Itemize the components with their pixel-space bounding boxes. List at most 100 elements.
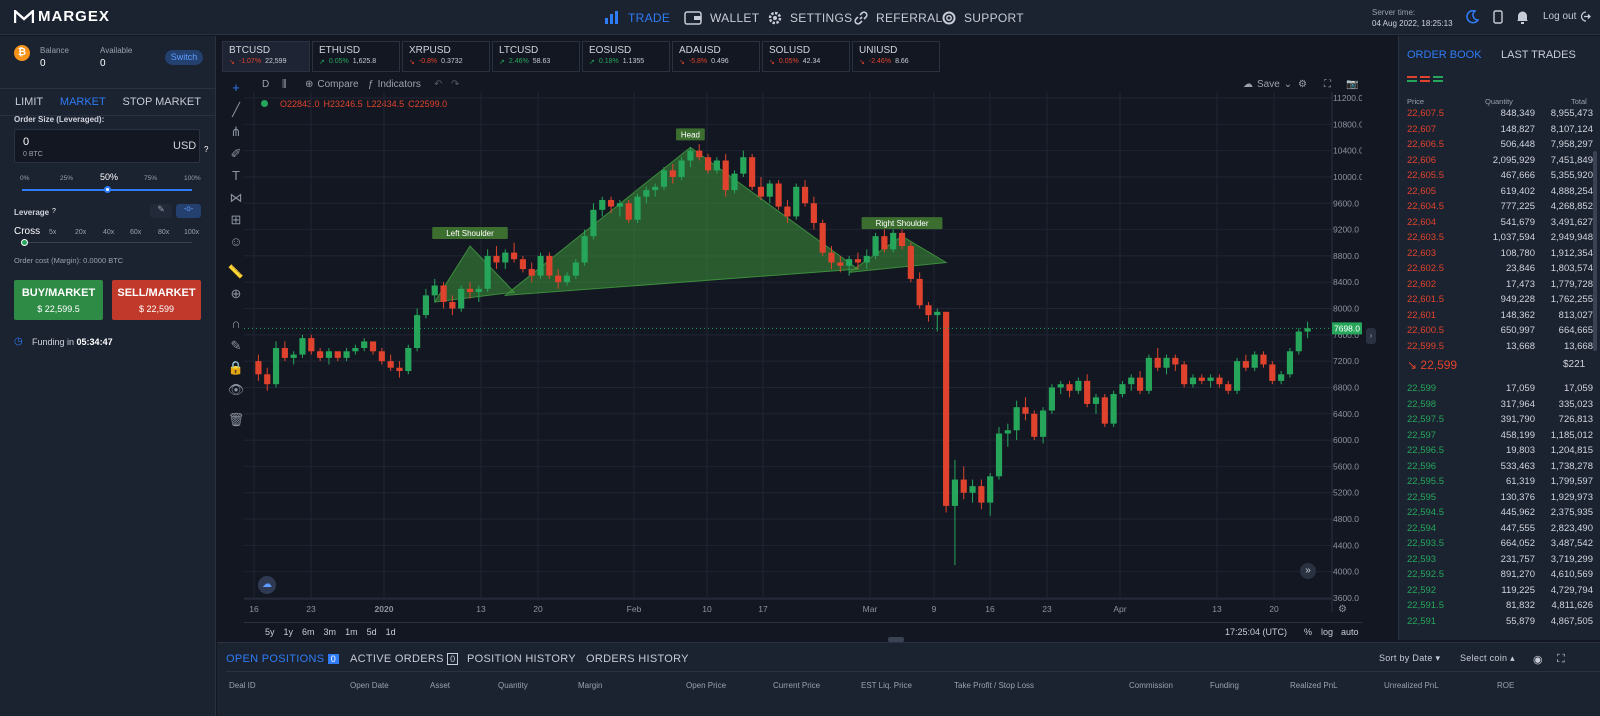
tab-stop-market[interactable]: STOP MARKET bbox=[122, 96, 201, 108]
col-current-price[interactable]: Current Price bbox=[773, 681, 821, 690]
ticker-eosusd[interactable]: EOSUSD ↗ 0.18% 1.1355 bbox=[582, 41, 670, 72]
ticker-uniusd[interactable]: UNIUSD ↘ -2.46% 8.66 bbox=[852, 41, 940, 72]
tradingview-logo-icon[interactable]: ☁ bbox=[258, 576, 276, 594]
ask-row[interactable]: 22,599.5 13,668 13,668 bbox=[1407, 341, 1593, 357]
sell-market-button[interactable]: SELL/MARKET $ 22,599 bbox=[112, 280, 201, 320]
ask-row[interactable]: 22,601 148,362 813,027 bbox=[1407, 310, 1593, 326]
visibility-icon[interactable]: ◉ bbox=[1533, 654, 1543, 666]
magnet-icon[interactable]: ∩ bbox=[231, 316, 241, 331]
nav-settings[interactable]: SETTINGS bbox=[768, 0, 852, 35]
save-button[interactable]: ☁ Save ⌄ bbox=[1243, 79, 1292, 90]
crosshair-icon[interactable]: + bbox=[232, 80, 240, 95]
theme-toggle[interactable] bbox=[1466, 9, 1480, 27]
text-icon[interactable]: T bbox=[232, 168, 240, 183]
bid-row[interactable]: 22,591 55,879 4,867,505 bbox=[1407, 616, 1593, 632]
leverage-cross[interactable]: Cross bbox=[14, 226, 41, 237]
pencil-icon[interactable]: ✎ bbox=[150, 204, 172, 218]
order-size-input[interactable]: 0 0 BTC USD bbox=[14, 129, 200, 163]
bid-row[interactable]: 22,598 317,964 335,023 bbox=[1407, 399, 1593, 415]
expand-icon[interactable]: ⛶ bbox=[1557, 653, 1565, 665]
ask-row[interactable]: 22,607.5 848,349 8,955,473 bbox=[1407, 108, 1593, 124]
col-take-profit-stop-loss[interactable]: Take Profit / Stop Loss bbox=[954, 681, 1035, 690]
pattern-icon[interactable]: ⋈ bbox=[229, 190, 243, 205]
percent-toggle[interactable]: % bbox=[1304, 627, 1313, 637]
ask-row[interactable]: 22,602 17,473 1,779,728 bbox=[1407, 279, 1593, 295]
collapse-panel-icon[interactable]: › bbox=[1366, 328, 1376, 344]
bid-row[interactable]: 22,595 130,376 1,929,973 bbox=[1407, 492, 1593, 508]
range-5y[interactable]: 5y bbox=[265, 627, 275, 637]
ask-row[interactable]: 22,604.5 777,225 4,268,852 bbox=[1407, 201, 1593, 217]
bid-row[interactable]: 22,596.5 19,803 1,204,815 bbox=[1407, 445, 1593, 461]
bid-row[interactable]: 22,592 119,225 4,729,794 bbox=[1407, 585, 1593, 601]
bid-row[interactable]: 22,593.5 664,052 3,487,542 bbox=[1407, 538, 1593, 554]
range-1m[interactable]: 1m bbox=[345, 627, 358, 637]
tab-orders-history[interactable]: ORDERS HISTORY bbox=[586, 653, 689, 665]
log-toggle[interactable]: log bbox=[1321, 627, 1334, 637]
book-asks-icon[interactable] bbox=[1420, 76, 1430, 82]
leverage-40x[interactable]: 40x bbox=[103, 229, 115, 236]
ask-row[interactable]: 22,602.5 23,846 1,803,574 bbox=[1407, 263, 1593, 279]
tab-limit[interactable]: LIMIT bbox=[15, 96, 44, 108]
nav-referral[interactable]: REFERRAL bbox=[854, 0, 942, 35]
undo-icon[interactable]: ↶ bbox=[434, 79, 443, 90]
range-1y[interactable]: 1y bbox=[283, 627, 294, 637]
ask-row[interactable]: 22,605.5 467,666 5,355,920 bbox=[1407, 170, 1593, 186]
scroll-right-icon[interactable]: » bbox=[1300, 563, 1316, 579]
ask-row[interactable]: 22,601.5 949,228 1,762,255 bbox=[1407, 294, 1593, 310]
ask-row[interactable]: 22,607 148,827 8,107,124 bbox=[1407, 124, 1593, 140]
nav-support[interactable]: SUPPORT bbox=[942, 0, 1024, 35]
range-5d[interactable]: 5d bbox=[366, 627, 377, 637]
col-open-price[interactable]: Open Price bbox=[686, 681, 727, 690]
leverage-slider-track[interactable] bbox=[22, 242, 192, 243]
book-scrollbar[interactable] bbox=[1593, 151, 1597, 351]
ask-row[interactable]: 22,603.5 1,037,594 2,949,948 bbox=[1407, 232, 1593, 248]
tab-last-trades[interactable]: LAST TRADES bbox=[1501, 49, 1576, 61]
slider-mode-icon[interactable]: -o- bbox=[176, 204, 201, 218]
leverage-slider-handle[interactable] bbox=[21, 239, 28, 246]
lock-icon[interactable]: 🔒 bbox=[227, 360, 245, 375]
fullscreen-icon[interactable]: ⛶ bbox=[1324, 79, 1331, 90]
tab-order-book[interactable]: ORDER BOOK bbox=[1407, 49, 1482, 61]
bid-row[interactable]: 22,594.5 445,962 2,375,935 bbox=[1407, 507, 1593, 523]
bid-row[interactable]: 22,595.5 61,319 1,799,597 bbox=[1407, 476, 1593, 492]
nav-trade[interactable]: TRADE bbox=[604, 0, 670, 35]
brush-icon[interactable]: ✐ bbox=[230, 146, 242, 161]
ask-row[interactable]: 22,600.5 650,997 664,665 bbox=[1407, 325, 1593, 341]
bid-row[interactable]: 22,592.5 891,270 4,610,569 bbox=[1407, 569, 1593, 585]
col-realized-pnl[interactable]: Realized PnL bbox=[1290, 681, 1338, 690]
col-funding[interactable]: Funding bbox=[1210, 681, 1239, 690]
ask-row[interactable]: 22,606 2,095,929 7,451,849 bbox=[1407, 155, 1593, 171]
notifications-button[interactable] bbox=[1516, 10, 1529, 27]
leverage-20x[interactable]: 20x bbox=[75, 229, 87, 236]
price-chart[interactable]: 11200.0 10800.0 10400.0 10000.0 9600.0 9200.0… bbox=[244, 92, 1362, 620]
zoom-icon[interactable]: ⊕ bbox=[230, 286, 242, 301]
logo[interactable]: MARGEX bbox=[14, 8, 110, 25]
trash-icon[interactable]: 🗑 bbox=[227, 412, 245, 427]
bid-row[interactable]: 22,597.5 391,790 726,813 bbox=[1407, 414, 1593, 430]
tab-active-orders[interactable]: ACTIVE ORDERS 0 bbox=[350, 653, 459, 665]
range-3m[interactable]: 3m bbox=[323, 627, 337, 637]
bid-row[interactable]: 22,593 231,757 3,719,299 bbox=[1407, 554, 1593, 570]
book-view-toggle[interactable] bbox=[1407, 76, 1443, 82]
col-quantity[interactable]: Quantity bbox=[498, 681, 528, 690]
sort-dropdown[interactable]: Sort by Date ▾ bbox=[1379, 653, 1440, 664]
bid-row[interactable]: 22,597 458,199 1,185,012 bbox=[1407, 430, 1593, 446]
ticker-adausd[interactable]: ADAUSD ↘ -5.8% 0.496 bbox=[672, 41, 760, 72]
camera-icon[interactable]: 📷 bbox=[1346, 79, 1359, 90]
select-coin-dropdown[interactable]: Select coin ▴ bbox=[1460, 653, 1515, 664]
col-unrealized-pnl[interactable]: Unrealized PnL bbox=[1384, 681, 1439, 690]
redo-icon[interactable]: ↷ bbox=[451, 79, 460, 90]
ticker-ethusd[interactable]: ETHUSD ↗ 0.05% 1,625.8 bbox=[312, 41, 400, 72]
col-commission[interactable]: Commission bbox=[1129, 681, 1174, 690]
nav-wallet[interactable]: WALLET bbox=[684, 0, 759, 35]
chart-settings-icon[interactable]: ⚙ bbox=[1298, 79, 1307, 90]
bid-row[interactable]: 22,599 17,059 17,059 bbox=[1407, 383, 1593, 399]
eye-icon[interactable]: 👁 bbox=[227, 382, 245, 397]
trendline-icon[interactable]: ╱ bbox=[232, 102, 240, 117]
ticker-solusd[interactable]: SOLUSD ↘ 0.05% 42.34 bbox=[762, 41, 850, 72]
tab-open-positions[interactable]: OPEN POSITIONS 0 bbox=[226, 653, 340, 665]
leverage-60x[interactable]: 60x bbox=[130, 229, 142, 236]
bid-row[interactable]: 22,591.5 81,832 4,811,626 bbox=[1407, 600, 1593, 616]
ask-row[interactable]: 22,604 541,679 3,491,627 bbox=[1407, 217, 1593, 233]
interval-button[interactable]: D bbox=[262, 79, 270, 90]
